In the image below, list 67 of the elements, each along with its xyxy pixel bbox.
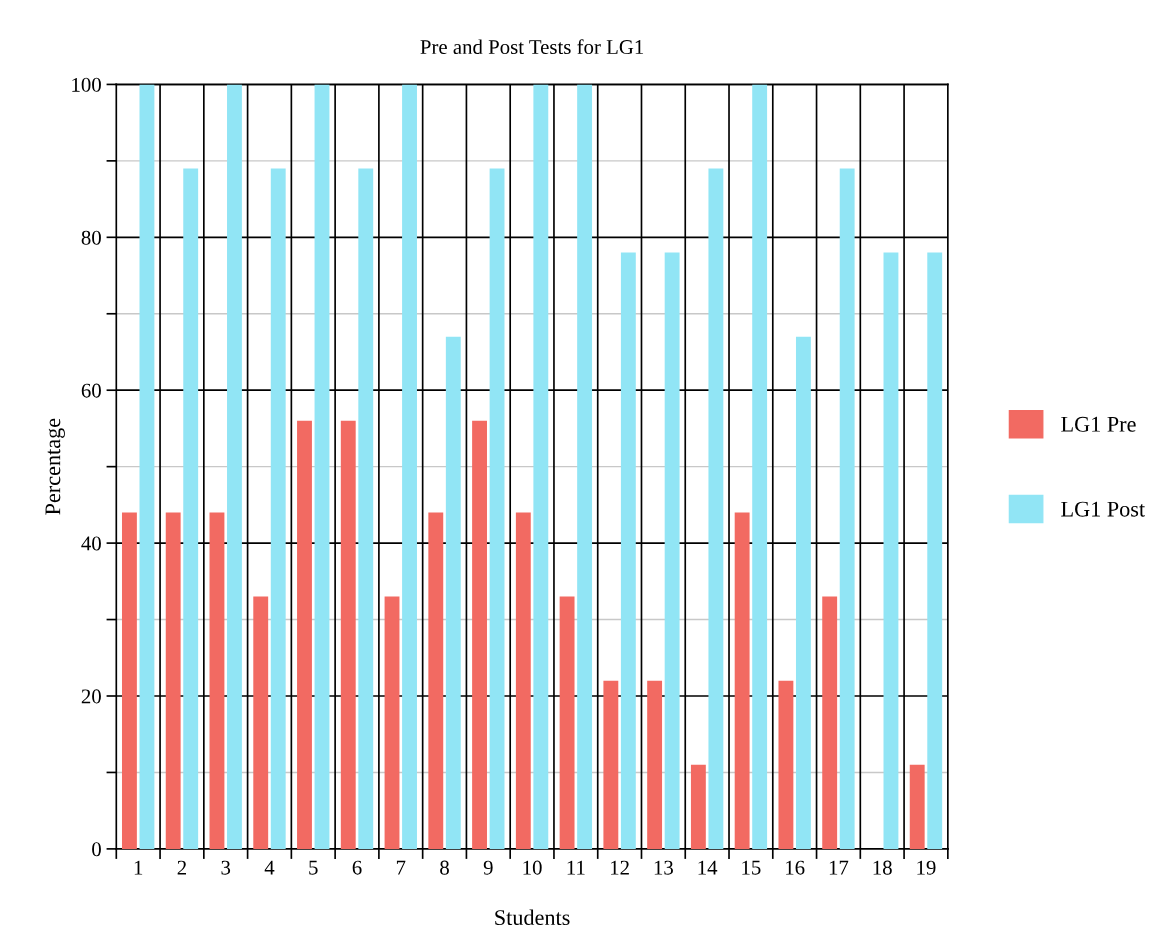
x-tick-label: 9 xyxy=(483,860,493,875)
bar xyxy=(428,512,444,849)
x-tick-label: 13 xyxy=(654,860,673,875)
x-tick-label: 17 xyxy=(829,860,849,875)
x-tick-label: 6 xyxy=(352,860,362,875)
bar xyxy=(340,420,356,849)
bar xyxy=(165,512,181,849)
x-tick-label: 1 xyxy=(134,860,143,875)
legend-label: LG1 Post xyxy=(1061,501,1145,517)
bar xyxy=(909,764,925,849)
y-tick-label: 40 xyxy=(81,536,101,551)
bar xyxy=(927,252,943,849)
y-tick-label: 80 xyxy=(81,230,101,245)
y-tick-label: 60 xyxy=(81,383,101,398)
bar xyxy=(734,512,750,849)
x-tick-label: 2 xyxy=(177,860,187,875)
bar xyxy=(690,764,706,849)
x-tick-label: 18 xyxy=(873,860,892,875)
bar xyxy=(384,596,400,849)
bar xyxy=(121,512,137,849)
x-tick-label: 10 xyxy=(523,860,542,875)
bar xyxy=(664,252,680,849)
y-tick-label: 20 xyxy=(81,689,101,704)
x-tick-label: 5 xyxy=(309,860,318,875)
bar xyxy=(472,420,487,849)
y-tick-label: 100 xyxy=(72,77,101,92)
bar xyxy=(839,168,855,849)
bar xyxy=(227,84,242,849)
bar xyxy=(752,84,768,849)
x-tick-label: 7 xyxy=(396,860,406,875)
bar xyxy=(559,596,575,849)
bar xyxy=(883,252,899,849)
x-tick-label: 19 xyxy=(917,860,936,875)
x-axis-title: Students xyxy=(495,909,570,926)
bar xyxy=(253,596,269,849)
x-tick-label: 4 xyxy=(264,860,275,875)
bar xyxy=(139,84,155,849)
x-tick-label: 12 xyxy=(611,860,629,875)
y-axis-title: Percentage xyxy=(45,418,65,515)
bar xyxy=(489,168,505,849)
bar xyxy=(620,252,636,849)
bar xyxy=(358,168,374,849)
bar xyxy=(209,512,225,849)
x-tick-label: 11 xyxy=(567,860,585,875)
bar xyxy=(270,168,286,849)
bar xyxy=(603,680,619,849)
chart-title: Pre and Post Tests for LG1 xyxy=(420,39,644,55)
bar xyxy=(822,596,838,849)
x-tick-label: 8 xyxy=(440,860,449,875)
x-tick-label: 15 xyxy=(742,860,761,875)
x-tick-label: 3 xyxy=(221,860,231,875)
bar xyxy=(314,84,330,849)
bar xyxy=(795,336,811,849)
bar xyxy=(708,168,724,849)
x-tick-label: 16 xyxy=(786,860,805,875)
bar xyxy=(445,336,461,849)
y-tick-label: 0 xyxy=(92,842,101,857)
bar xyxy=(515,512,531,849)
bar xyxy=(577,84,593,849)
bar xyxy=(778,680,794,849)
bar xyxy=(183,168,199,849)
bar xyxy=(297,420,312,849)
x-tick-label: 14 xyxy=(698,860,718,875)
legend-label: LG1 Pre xyxy=(1061,416,1136,432)
bar xyxy=(647,680,663,849)
bar xyxy=(533,84,549,849)
bar xyxy=(402,84,417,849)
